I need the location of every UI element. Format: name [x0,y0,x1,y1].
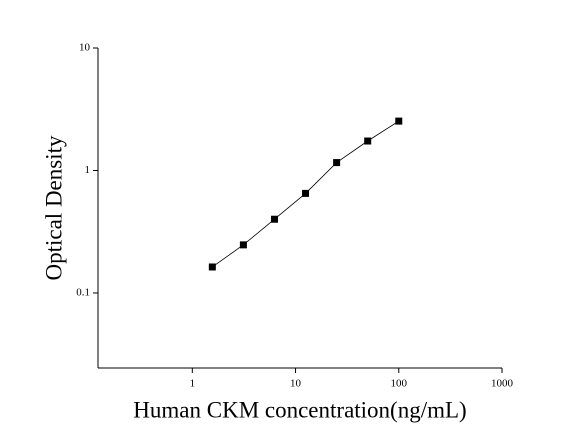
x-tick-label: 10 [290,378,302,390]
y-tick-label: 1 [85,164,91,176]
data-point [395,117,403,125]
data-point [302,189,310,197]
data-point [333,159,341,167]
data-point [239,241,247,249]
x-axis-title: Human CKM concentration(ng/mL) [133,397,466,422]
y-tick-label: 10 [79,42,91,54]
x-tick-label: 1 [190,378,196,390]
y-axis-title: Optical Density [41,135,66,280]
x-tick-label: 1000 [491,378,514,390]
x-tick-label: 100 [391,378,408,390]
data-point [208,263,216,271]
data-point [270,215,278,223]
y-tick-label: 0.1 [76,286,90,298]
data-point [364,137,372,145]
